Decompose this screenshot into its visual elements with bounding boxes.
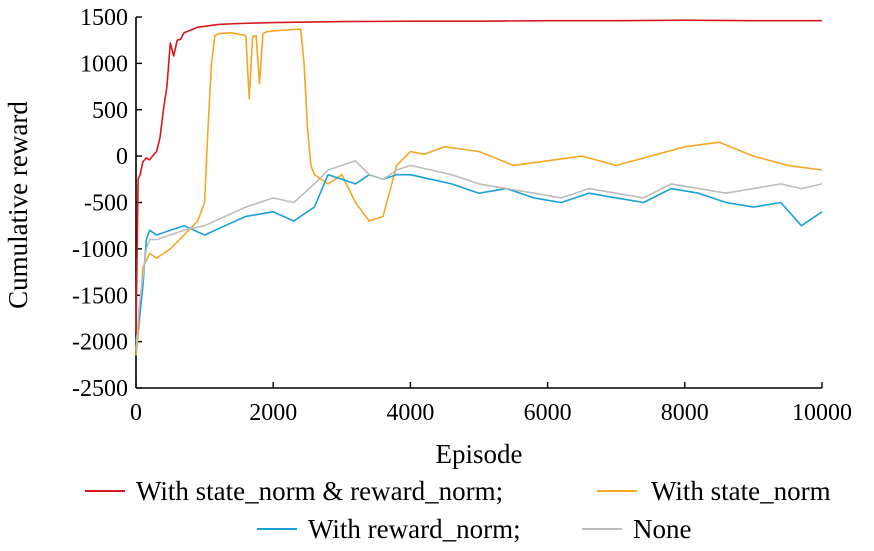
x-tick-label: 8000 (661, 400, 709, 426)
y-tick-label: -500 (84, 191, 128, 217)
y-tick-label: 0 (116, 144, 128, 170)
series-line-0 (135, 19, 822, 333)
y-tick-label: -2000 (72, 330, 128, 356)
x-axis-title: Episode (436, 439, 523, 469)
ticks: 0 2000 4000 6000 8000 10000 1500 1000 500 0 -500 -1… (72, 5, 852, 426)
x-tick-label: 4000 (386, 400, 434, 426)
legend-label-state-and-reward-norm: With state_norm & reward_norm; (136, 476, 503, 506)
y-tick-label: -2500 (72, 376, 128, 402)
series-line-2 (135, 173, 823, 342)
legend-item-none: None (582, 514, 691, 544)
x-tick-label: 2000 (249, 400, 297, 426)
y-tick-label: -1500 (72, 283, 128, 309)
y-tick-label: 1000 (80, 51, 128, 77)
x-tick-label: 10000 (792, 400, 852, 426)
y-tick-label: 1500 (80, 5, 128, 31)
legend-label-reward-norm: With reward_norm; (308, 514, 521, 544)
legend-item-state-and-reward-norm: With state_norm & reward_norm; (85, 476, 503, 506)
legend-item-reward-norm: With reward_norm; (257, 514, 521, 544)
y-tick-label: -1000 (72, 237, 128, 263)
legend: With state_norm & reward_norm; With stat… (85, 476, 831, 544)
y-tick-label: 500 (92, 98, 128, 124)
legend-label-state-norm: With state_norm (651, 476, 831, 506)
y-axis-title: Cumulative reward (3, 101, 33, 309)
series-line-3 (135, 160, 823, 351)
series-lines (135, 19, 823, 356)
axes (135, 17, 822, 389)
legend-item-state-norm: With state_norm (597, 476, 831, 506)
legend-label-none: None (633, 514, 691, 544)
series-line-1 (135, 28, 823, 356)
x-tick-label: 6000 (524, 400, 572, 426)
x-tick-label: 0 (130, 400, 142, 426)
